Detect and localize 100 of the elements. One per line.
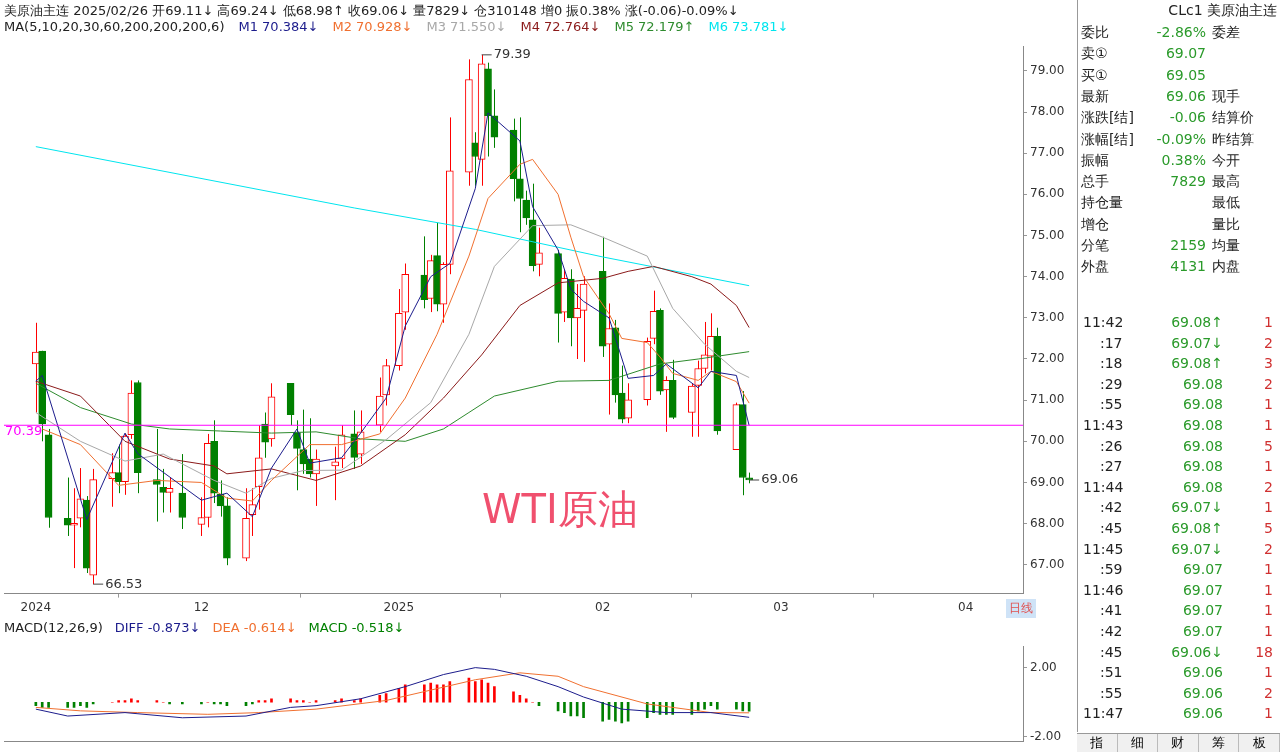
text: 69.08 — [1182, 375, 1223, 392]
text: 69.06 — [1182, 705, 1223, 722]
text: :55 — [1100, 396, 1123, 413]
bar — [563, 701, 566, 713]
x-tick-label: 04 — [958, 599, 974, 614]
text: :45 — [1100, 643, 1123, 660]
text: 1 — [1264, 561, 1273, 578]
text: DIFF -0.873↓ — [114, 620, 201, 635]
text: 2 — [1264, 375, 1273, 392]
text: 均量 — [1212, 237, 1240, 255]
text: 69.08 — [1182, 417, 1223, 433]
bar — [429, 682, 433, 703]
text: M5 72.179↑ — [614, 19, 695, 34]
text: 7829 — [1170, 173, 1206, 190]
text: 2 — [1264, 478, 1273, 495]
bar — [493, 686, 496, 703]
y-tick-label: 69.00 — [1030, 474, 1065, 489]
bar — [614, 701, 617, 722]
text: 5 — [1264, 437, 1273, 454]
text: 0.38% — [1161, 151, 1206, 168]
text: 69.07 — [1182, 602, 1223, 619]
text: 量比 — [1212, 215, 1240, 234]
text: 11:47 — [1083, 705, 1124, 722]
bar — [524, 698, 528, 703]
bar — [66, 701, 70, 708]
bar — [47, 701, 50, 708]
bar — [512, 691, 515, 703]
text: 69.07↓ — [1171, 499, 1223, 516]
candlestick — [70, 487, 78, 569]
text: 分笔 — [1081, 237, 1109, 255]
bar — [130, 698, 133, 703]
bar — [123, 700, 127, 703]
text: 1 — [1264, 705, 1273, 722]
ref-line-label: 70.39 — [5, 422, 43, 438]
bar — [423, 684, 426, 703]
y-tick-label: 76.00 — [1030, 186, 1065, 201]
x-tick-label: 2025 — [383, 599, 415, 614]
text: 最高 — [1212, 173, 1240, 192]
text: M6 73.781↓ — [708, 19, 789, 34]
annotation: 66.53 — [105, 575, 143, 591]
text: 委比 — [1081, 24, 1109, 42]
y-tick-label: -2.00 — [1030, 728, 1062, 743]
text: 5 — [1264, 520, 1273, 536]
bar — [575, 701, 579, 717]
text: :45 — [1100, 520, 1123, 536]
x-tick-label: 12 — [193, 599, 210, 614]
text: 总手 — [1081, 173, 1109, 192]
bar — [442, 684, 445, 703]
text: 69.06 — [1165, 87, 1206, 104]
text: 筹 — [1198, 734, 1240, 752]
text: M3 71.550↓ — [426, 19, 507, 34]
annotation: WTI原油 — [482, 485, 638, 534]
text: 69.05 — [1165, 66, 1206, 83]
text: 细 — [1117, 734, 1159, 752]
text: 最新 — [1081, 87, 1109, 106]
text: 69.06↓ — [1171, 643, 1223, 660]
text: 持仓量 — [1081, 194, 1123, 213]
text: 1 — [1264, 664, 1273, 681]
text: 2 — [1264, 684, 1273, 701]
bar — [295, 700, 299, 703]
text: 内盘 — [1212, 258, 1240, 277]
text: 11:45 — [1083, 540, 1124, 557]
bar — [219, 701, 222, 705]
text: 69.08↑ — [1171, 314, 1223, 330]
text: M2 70.928↓ — [332, 19, 413, 34]
bar — [601, 701, 604, 722]
bar — [263, 700, 267, 703]
text: 69.07 — [1182, 561, 1223, 578]
legend-title: MA(5,10,20,30,60,200,200,200,6) — [4, 19, 225, 34]
annotation: 79.39 — [493, 46, 531, 62]
bar — [155, 700, 159, 703]
text: 现手 — [1212, 87, 1240, 106]
text: :55 — [1100, 684, 1123, 701]
text: :17 — [1100, 334, 1123, 351]
text: 委差 — [1212, 24, 1240, 42]
text: 11:42 — [1083, 314, 1124, 330]
bar — [270, 698, 273, 703]
text: :26 — [1100, 437, 1123, 454]
text: DEA -0.614↓ — [212, 620, 297, 635]
bar — [136, 700, 140, 703]
text: 69.07 — [1182, 581, 1223, 598]
text: 买① — [1081, 66, 1108, 85]
bar — [168, 701, 171, 705]
y-tick-label: 78.00 — [1030, 104, 1065, 119]
text: 4131 — [1170, 258, 1206, 275]
bar — [620, 701, 624, 724]
text: 今开 — [1212, 151, 1240, 170]
text: 1 — [1264, 623, 1273, 639]
text: 外盘 — [1081, 258, 1109, 277]
bar — [582, 701, 585, 719]
bar — [715, 701, 719, 710]
text: 涨跌[结] — [1081, 109, 1134, 128]
candlestick — [153, 428, 161, 523]
bar — [181, 701, 184, 705]
text: -0.09% — [1156, 130, 1206, 147]
text: 69.07↓ — [1171, 540, 1223, 557]
text: 69.08 — [1182, 458, 1223, 475]
text: 2159 — [1170, 237, 1206, 253]
text: 11:46 — [1083, 581, 1124, 598]
text: 结算价 — [1212, 109, 1254, 128]
